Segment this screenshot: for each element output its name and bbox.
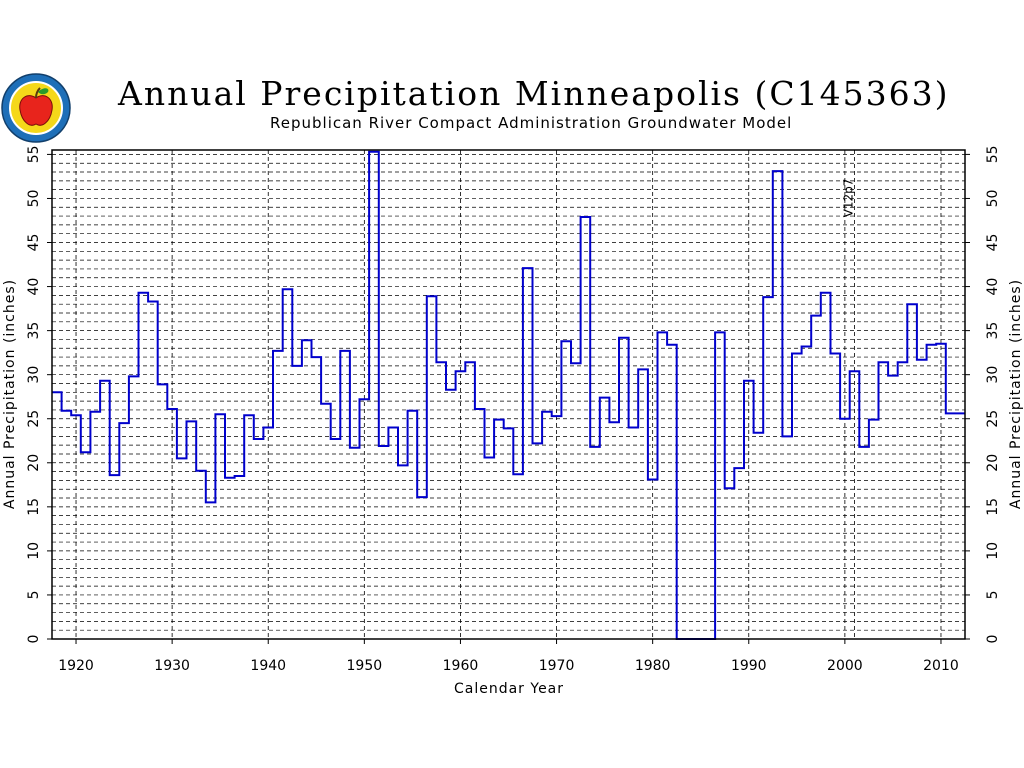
y-tick-label-right: 25	[985, 410, 1001, 428]
x-tick-label: 1950	[347, 658, 383, 674]
y-tick-label-left: 25	[26, 410, 42, 428]
x-tick-label: 1960	[443, 658, 479, 674]
plot-frame	[51, 149, 966, 640]
y-tick-label-left: 20	[26, 454, 42, 472]
y-tick-label-left: 10	[26, 542, 42, 560]
x-tick-label: 1920	[58, 658, 94, 674]
x-tick-label: 1980	[635, 658, 671, 674]
x-tick-label: 2000	[827, 658, 863, 674]
x-axis-label: Calendar Year	[454, 681, 564, 697]
y-tick-label-left: 45	[26, 234, 42, 252]
y-tick-label-right: 50	[985, 190, 1001, 208]
x-tick-label: 2010	[923, 658, 959, 674]
y-tick-label-left: 50	[26, 190, 42, 208]
y-tick-label-left: 0	[26, 635, 42, 644]
y-tick-label-left: 30	[26, 366, 42, 384]
y-tick-label-left: 35	[26, 322, 42, 340]
precipitation-step-line	[52, 150, 965, 640]
y-axis-label-right: Annual Precipitation (inches)	[1008, 279, 1024, 509]
chart-title: Annual Precipitation Minneapolis (C14536…	[118, 74, 950, 113]
y-axis-label-left: Annual Precipitation (inches)	[2, 279, 18, 509]
y-tick-label-right: 30	[985, 366, 1001, 384]
y-tick-label-right: 55	[985, 145, 1001, 163]
annotation-label: V12p7	[841, 179, 855, 218]
y-tick-label-right: 5	[985, 590, 1001, 599]
y-tick-label-left: 5	[26, 590, 42, 599]
chart-subtitle: Republican River Compact Administration …	[270, 114, 793, 132]
x-tick-label: 1970	[539, 658, 575, 674]
y-tick-label-left: 40	[26, 278, 42, 296]
x-tick-label: 1940	[250, 658, 286, 674]
y-tick-label-right: 10	[985, 542, 1001, 560]
y-tick-label-left: 15	[26, 498, 42, 516]
y-tick-label-right: 20	[985, 454, 1001, 472]
y-tick-label-right: 40	[985, 278, 1001, 296]
grid-lines	[52, 150, 965, 639]
y-tick-label-right: 0	[985, 635, 1001, 644]
x-tick-label: 1930	[154, 658, 190, 674]
series-line	[52, 150, 965, 640]
x-tick-label: 1990	[731, 658, 767, 674]
y-tick-label-right: 35	[985, 322, 1001, 340]
y-tick-label-left: 55	[26, 145, 42, 163]
y-tick-label-right: 45	[985, 234, 1001, 252]
y-tick-label-right: 15	[985, 498, 1001, 516]
apple-seal-icon	[1, 73, 71, 143]
